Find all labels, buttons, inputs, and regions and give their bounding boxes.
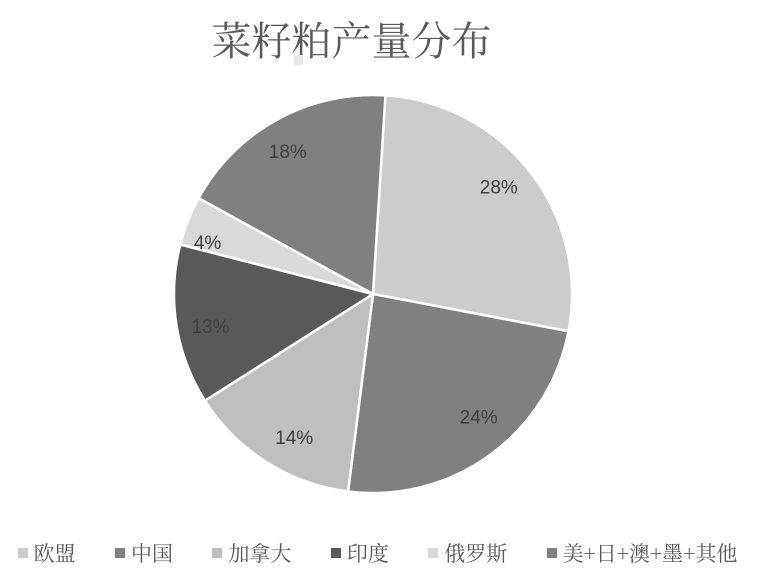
svg-text:18%: 18%	[269, 142, 307, 163]
svg-text:14%: 14%	[275, 428, 313, 449]
svg-text:4%: 4%	[194, 233, 222, 254]
svg-text:28%: 28%	[480, 178, 518, 199]
svg-text:13%: 13%	[191, 317, 229, 338]
svg-text:24%: 24%	[460, 408, 498, 429]
